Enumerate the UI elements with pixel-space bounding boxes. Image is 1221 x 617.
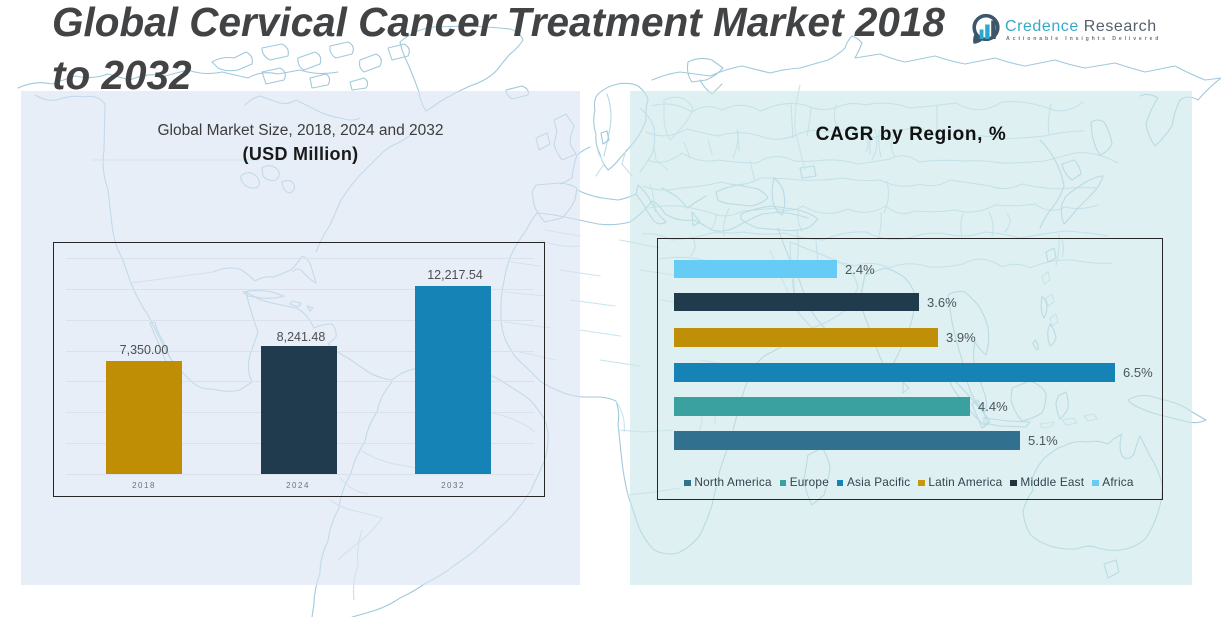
svg-text:Credence Research: Credence Research — [1005, 18, 1157, 35]
svg-text:Actionable Insights Delivered: Actionable Insights Delivered — [1006, 36, 1161, 42]
